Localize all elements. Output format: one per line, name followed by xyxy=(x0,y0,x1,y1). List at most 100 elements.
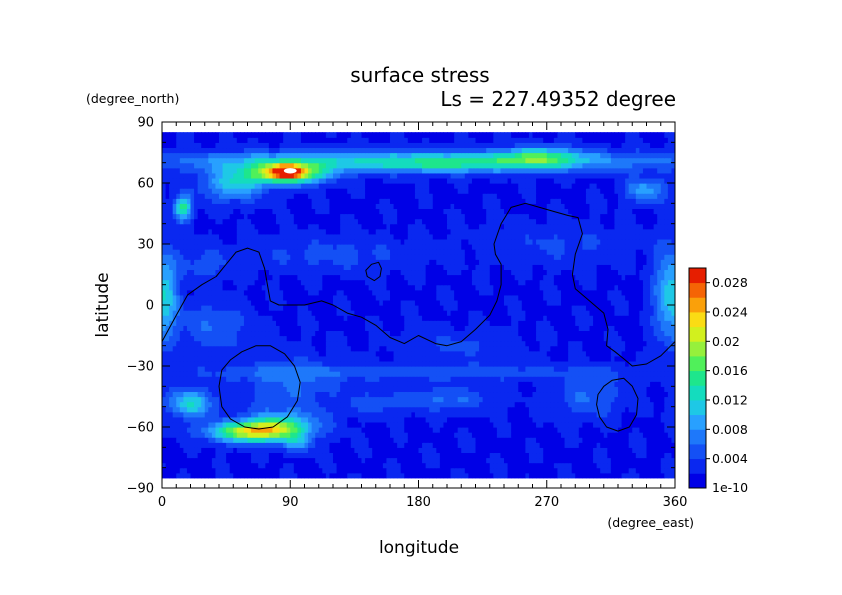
heatmap-cell xyxy=(664,355,669,362)
heatmap-cell xyxy=(233,386,238,393)
heatmap-cell xyxy=(628,411,633,418)
heatmap-cell xyxy=(354,391,359,398)
heatmap-cell xyxy=(311,305,316,311)
heatmap-cell xyxy=(543,305,548,311)
heatmap-cell xyxy=(318,406,323,413)
heatmap-cell xyxy=(414,396,420,403)
heatmap-cell xyxy=(169,452,174,459)
heatmap-cell xyxy=(400,391,405,398)
heatmap-cell xyxy=(190,432,195,438)
heatmap-cell xyxy=(219,325,224,332)
heatmap-cell xyxy=(625,381,630,387)
heatmap-cell xyxy=(596,432,601,438)
heatmap-cell xyxy=(325,401,331,408)
heatmap-cell xyxy=(568,396,573,403)
heatmap-cell xyxy=(169,340,174,347)
heatmap-cell xyxy=(233,315,238,321)
heatmap-cell xyxy=(528,371,534,377)
heatmap-cell xyxy=(500,315,505,321)
heatmap-cell xyxy=(450,437,455,443)
heatmap-cell xyxy=(550,416,555,423)
heatmap-cell xyxy=(261,452,266,459)
heatmap-cell xyxy=(436,320,441,326)
heatmap-cell xyxy=(585,467,591,474)
heatmap-cell xyxy=(183,457,188,464)
heatmap-cell xyxy=(254,427,259,433)
heatmap-cell xyxy=(382,457,388,464)
heatmap-cell xyxy=(475,401,480,408)
heatmap-cell xyxy=(254,391,259,398)
heatmap-cell xyxy=(179,437,184,443)
heatmap-cell xyxy=(578,340,583,347)
heatmap-cell xyxy=(429,381,434,387)
heatmap-cell xyxy=(329,442,334,448)
heatmap-cell xyxy=(457,386,462,393)
heatmap-cell xyxy=(578,381,583,387)
heatmap-cell xyxy=(265,416,270,423)
heatmap-cell xyxy=(318,421,323,428)
heatmap-cell xyxy=(407,427,412,433)
heatmap-cell xyxy=(504,421,509,428)
heatmap-cell xyxy=(222,396,227,403)
heatmap-cell xyxy=(543,442,548,448)
heatmap-cell xyxy=(215,406,220,413)
heatmap-cell xyxy=(179,355,184,362)
heatmap-cell xyxy=(610,467,616,474)
heatmap-cell xyxy=(525,366,530,372)
heatmap-cell xyxy=(350,371,355,377)
heatmap-cell xyxy=(183,345,188,352)
heatmap-cell xyxy=(251,462,256,469)
heatmap-cell xyxy=(268,340,274,347)
heatmap-cell xyxy=(507,421,512,428)
heatmap-cell xyxy=(546,462,551,469)
heatmap-cell xyxy=(479,315,484,321)
heatmap-cell xyxy=(236,376,241,382)
heatmap-cell xyxy=(496,335,502,342)
heatmap-cell xyxy=(372,371,377,377)
heatmap-cell xyxy=(607,401,612,408)
heatmap-cell xyxy=(621,447,626,454)
heatmap-cell xyxy=(543,427,548,433)
heatmap-cell xyxy=(582,376,587,382)
heatmap-cell xyxy=(514,371,519,377)
heatmap-cell xyxy=(635,366,640,372)
heatmap-cell xyxy=(365,360,370,367)
heatmap-cell xyxy=(653,330,658,337)
heatmap-cell xyxy=(233,310,238,316)
heatmap-cell xyxy=(650,376,655,382)
heatmap-cell xyxy=(568,457,573,464)
heatmap-cell xyxy=(368,330,373,337)
heatmap-cell xyxy=(575,447,580,454)
heatmap-cell xyxy=(283,305,288,311)
heatmap-cell xyxy=(304,457,309,464)
heatmap-cell xyxy=(347,462,352,469)
heatmap-cell xyxy=(215,305,220,311)
heatmap-cell xyxy=(308,396,313,403)
heatmap-cell xyxy=(468,305,473,311)
heatmap-cell xyxy=(372,315,377,321)
heatmap-cell xyxy=(504,305,509,311)
heatmap-cell xyxy=(375,442,380,448)
heatmap-cell xyxy=(614,325,619,332)
heatmap-cell xyxy=(286,305,291,311)
heatmap-cell xyxy=(343,330,348,337)
heatmap-cell xyxy=(336,360,341,367)
heatmap-cell xyxy=(436,432,441,438)
heatmap-cell xyxy=(439,467,445,474)
heatmap-cell xyxy=(172,437,177,443)
heatmap-cell xyxy=(414,360,420,367)
heatmap-cell xyxy=(336,381,341,387)
heatmap-cell xyxy=(325,411,331,418)
heatmap-cell xyxy=(500,325,505,332)
heatmap-cell xyxy=(603,355,608,362)
heatmap-cell xyxy=(258,411,263,418)
heatmap-cell xyxy=(194,376,199,382)
heatmap-cell xyxy=(646,376,651,382)
heatmap-cell xyxy=(507,437,512,443)
heatmap-cell xyxy=(311,447,316,454)
heatmap-cell xyxy=(211,330,217,337)
heatmap-cell xyxy=(504,406,509,413)
heatmap-cell xyxy=(400,345,405,352)
heatmap-cell xyxy=(528,416,534,423)
heatmap-cell xyxy=(443,299,448,306)
